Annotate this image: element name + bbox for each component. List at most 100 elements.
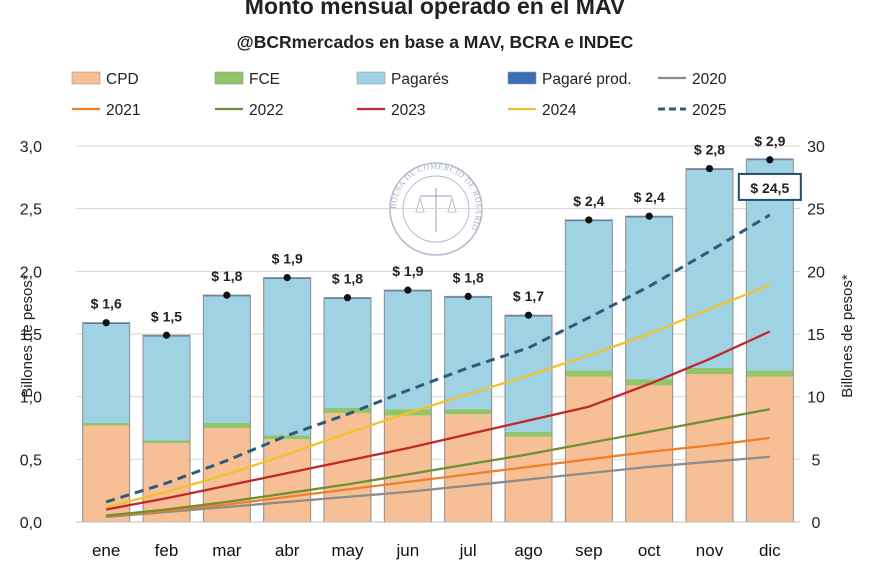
x-tick-label: jun — [395, 541, 419, 560]
legend-swatch — [356, 71, 386, 85]
total-label: $ 1,8 — [332, 271, 363, 287]
legend-label: Pagaré prod. — [542, 71, 632, 88]
bar-fce — [263, 435, 311, 440]
total-label: $ 1,9 — [392, 263, 423, 279]
total-marker — [404, 286, 412, 294]
x-tick-label: may — [331, 541, 364, 560]
bar-pagar-s — [686, 169, 733, 368]
total-label: $ 1,7 — [513, 288, 544, 304]
y-right-tick-label: 10 — [807, 390, 825, 407]
bar-fce — [565, 370, 613, 377]
line-2020 — [106, 455, 770, 519]
total-label: $ 1,5 — [151, 308, 182, 324]
total-marker — [524, 311, 533, 319]
total-label: $ 2,4 — [573, 193, 604, 209]
total-marker — [585, 216, 593, 224]
bar-fce — [625, 379, 673, 386]
y-right-tick-label: 20 — [807, 264, 825, 281]
axes: 0,0 0,5 1,0 1,5 2,0 2,5 3,0 0 5 10 15 20 25 30 Billone… — [19, 139, 856, 560]
legend-label: 2023 — [391, 102, 425, 119]
chart-title: Monto mensual operado en el MAV — [245, 0, 626, 19]
line-2025 — [105, 213, 771, 504]
x-tick-label: ago — [514, 541, 542, 560]
total-marker — [223, 291, 231, 299]
total-label: $ 1,9 — [272, 251, 303, 267]
x-tick-label: jul — [459, 541, 477, 560]
y-right-axis-label: Billones de pesos* — [839, 274, 856, 398]
total-marker — [343, 294, 352, 302]
total-label: $ 2,8 — [694, 142, 725, 158]
x-tick-label: mar — [212, 541, 242, 560]
total-labels: $ 1,6 $ 1,5 $ 1,8 $ 1,9 $ 1,8 $ 1,9 $ 1,8 $ 1,7… — [91, 133, 786, 339]
y-left-axis-label: Billones de pesos* — [19, 274, 36, 398]
y-left-tick-label: 2,5 — [20, 202, 42, 219]
legend-swatch — [214, 71, 244, 85]
line-2023 — [105, 330, 771, 511]
bar-fce — [82, 422, 130, 426]
legend-label: CPD — [106, 71, 139, 88]
y-left-tick-label: 3,0 — [20, 139, 42, 156]
y-left-tick-label: 1,0 — [20, 390, 42, 407]
legend-swatch — [507, 71, 537, 85]
bar-pagar-s — [444, 297, 492, 410]
y-left-tick-label: 1,5 — [20, 327, 42, 344]
x-tick-label: oct — [638, 541, 661, 560]
y-right-tick-label: 15 — [807, 327, 825, 344]
bar-fce — [143, 440, 190, 444]
y-right-tick-label: 25 — [807, 202, 825, 219]
bar-fce — [444, 409, 492, 415]
y-right-tick-label: 0 — [812, 515, 821, 532]
y-left-tick-label: 0,0 — [20, 515, 42, 532]
bar-fce — [686, 367, 733, 375]
annotation-frame — [737, 172, 802, 201]
bar-cpd — [324, 412, 371, 522]
bar-pagar-s — [143, 336, 190, 441]
legend-label: 2025 — [692, 102, 726, 119]
legend-label: 2024 — [542, 102, 577, 119]
bars — [82, 158, 794, 523]
bar-pagar-s — [505, 316, 552, 432]
line-2024 — [105, 284, 771, 509]
total-marker — [645, 212, 653, 220]
total-marker — [283, 274, 291, 282]
total-label: $ 1,6 — [91, 296, 122, 312]
bar-cpd — [565, 376, 613, 522]
x-tick-label: dic — [759, 541, 781, 560]
annotation-label: $ 24,5 — [750, 180, 789, 196]
legend-swatch — [71, 71, 101, 85]
x-tick-label: nov — [696, 541, 724, 560]
bar-pagar-s — [82, 323, 130, 423]
bar-cpd — [444, 414, 492, 522]
bar-fce — [505, 431, 552, 437]
y-right-tick-label: 30 — [807, 139, 825, 156]
title-group: Monto mensual operado en el MAV @BCRmerc… — [237, 0, 634, 52]
legend-label: Pagarés — [391, 71, 449, 88]
total-marker — [162, 331, 171, 339]
bar-fce — [324, 407, 371, 413]
bar-pagar-s — [324, 298, 371, 408]
total-marker — [705, 164, 714, 173]
legend-label: FCE — [249, 71, 280, 88]
bar-fce — [746, 370, 794, 377]
bar-cpd — [263, 439, 311, 522]
cumulative-lines — [105, 213, 771, 519]
y-right-tick-label: 5 — [812, 452, 821, 469]
annotation-box: $ 24,5 — [737, 172, 802, 201]
bar-pagar-s — [203, 296, 251, 423]
total-label: $ 2,4 — [634, 189, 665, 205]
chart-subtitle: @BCRmercados en base a MAV, BCRA e INDEC — [237, 32, 634, 52]
line-2021 — [106, 436, 770, 518]
bar-pagar-s — [565, 221, 613, 371]
legend-label: 2020 — [692, 71, 727, 88]
line-2022 — [106, 408, 771, 517]
y-left-tick-label: 0,5 — [20, 452, 42, 469]
bar-pagar-s — [263, 278, 311, 436]
bar-fce — [203, 422, 251, 428]
x-tick-label: abr — [275, 541, 300, 560]
total-marker — [766, 156, 774, 164]
total-label: $ 2,9 — [754, 133, 785, 149]
x-tick-label: feb — [155, 541, 179, 560]
bar-cpd — [384, 415, 432, 522]
total-label: $ 1,8 — [211, 268, 242, 284]
